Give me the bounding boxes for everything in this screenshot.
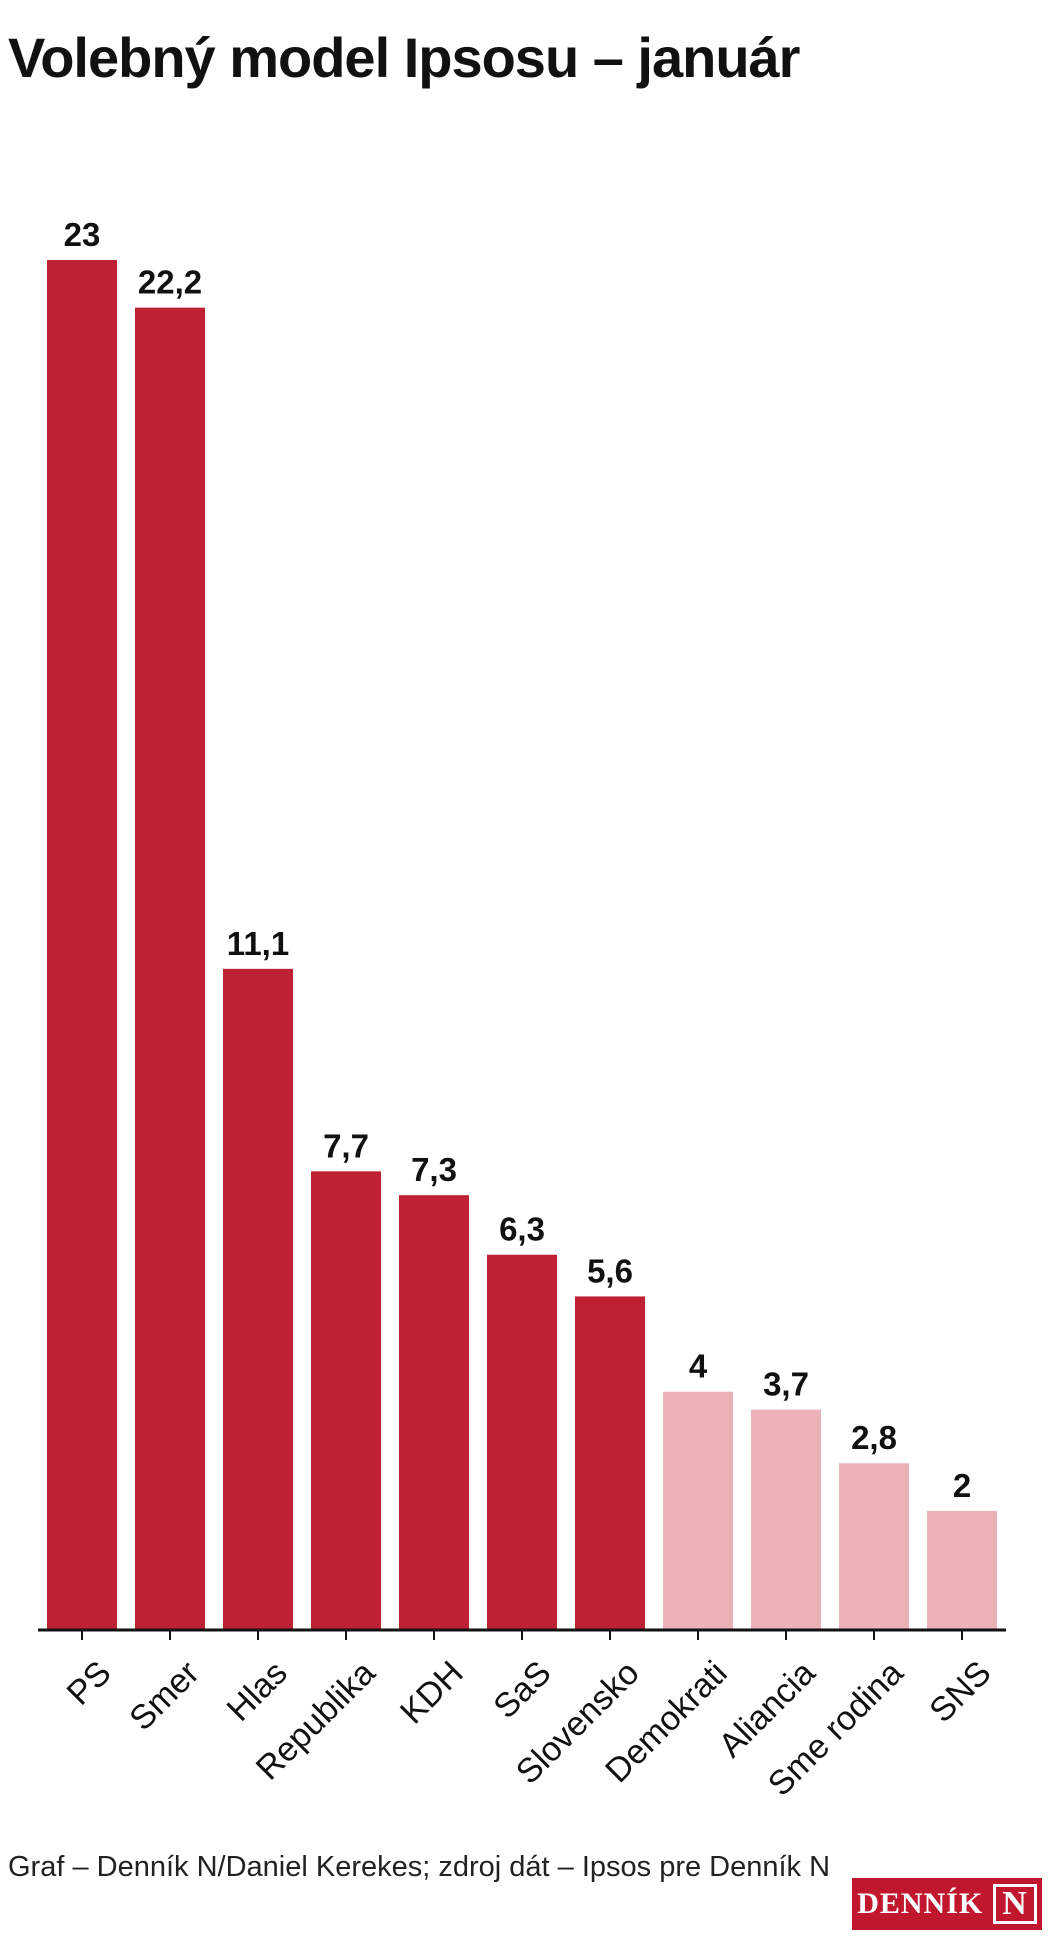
value-label: 22,2 bbox=[138, 264, 202, 301]
bar-chart: 23 22,2 11,1 7,7 7,3 6,3 5,6 4 3,7 2,8 2 PS Smer Hla… bbox=[38, 216, 1006, 1804]
source-credit: Graf – Denník N/Daniel Kerekes; zdroj dá… bbox=[8, 1851, 831, 1883]
value-label: 11,1 bbox=[227, 925, 289, 962]
value-label: 7,7 bbox=[323, 1127, 369, 1164]
dennik-n-logo: DENNÍK N bbox=[852, 1878, 1042, 1930]
bar-ps bbox=[47, 260, 117, 1630]
logo-word: DENNÍK bbox=[857, 1887, 984, 1920]
value-label: 7,3 bbox=[411, 1151, 457, 1188]
bar-sas bbox=[487, 1254, 557, 1630]
bar-aliancia bbox=[751, 1409, 821, 1630]
logo-n-letter: N bbox=[993, 1884, 1037, 1924]
bars-group bbox=[47, 260, 997, 1631]
bar-smer bbox=[135, 307, 205, 1631]
value-labels-group: 23 22,2 11,1 7,7 7,3 6,3 5,6 4 3,7 2,8 2 bbox=[64, 216, 972, 1504]
value-label: 2,8 bbox=[851, 1419, 897, 1456]
value-label: 5,6 bbox=[587, 1252, 633, 1289]
category-label: PS bbox=[60, 1654, 119, 1713]
bar-sns bbox=[927, 1510, 997, 1630]
category-label: Hlas bbox=[220, 1654, 295, 1729]
bar-kdh bbox=[399, 1195, 469, 1630]
value-label: 4 bbox=[689, 1348, 708, 1385]
category-label: Smer bbox=[122, 1654, 206, 1738]
value-label: 3,7 bbox=[763, 1366, 809, 1403]
category-label: KDH bbox=[393, 1654, 471, 1732]
category-label: SNS bbox=[922, 1654, 998, 1730]
value-label: 23 bbox=[64, 216, 101, 253]
category-label: SaS bbox=[486, 1654, 558, 1726]
bar-demokrati bbox=[663, 1391, 733, 1630]
bar-slovensko bbox=[575, 1296, 645, 1630]
bar-sme-rodina bbox=[839, 1463, 909, 1630]
value-label: 6,3 bbox=[499, 1211, 545, 1248]
chart-title: Volebný model Ipsosu – január bbox=[8, 26, 800, 89]
value-label: 2 bbox=[953, 1467, 971, 1504]
bar-hlas bbox=[223, 968, 293, 1630]
bar-republika bbox=[311, 1171, 381, 1630]
